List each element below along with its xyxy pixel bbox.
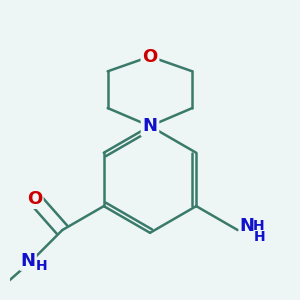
Text: N: N [142, 117, 158, 135]
Text: O: O [142, 47, 158, 65]
Text: H: H [254, 230, 266, 244]
Text: H: H [253, 219, 265, 232]
Text: O: O [27, 190, 42, 208]
Text: H: H [36, 259, 47, 273]
Text: N: N [239, 217, 254, 235]
Text: N: N [21, 252, 36, 270]
